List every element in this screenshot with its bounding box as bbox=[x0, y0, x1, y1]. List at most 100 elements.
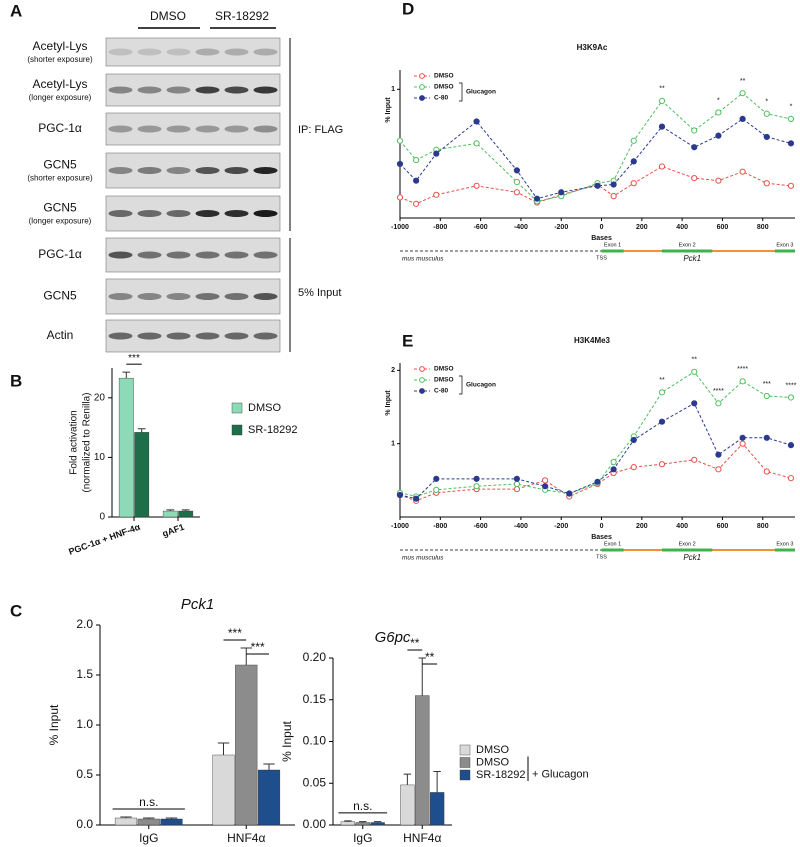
legend-bracket bbox=[459, 375, 463, 395]
band bbox=[224, 251, 249, 259]
band bbox=[166, 167, 191, 174]
bar bbox=[429, 792, 445, 826]
band bbox=[253, 48, 278, 56]
y-tick-label: 0.05 bbox=[303, 775, 327, 789]
x-tick-label: -1000 bbox=[391, 224, 409, 231]
data-point bbox=[473, 483, 480, 490]
x-tick-label: PGC-1α + HNF-4α bbox=[67, 522, 142, 557]
data-point bbox=[513, 167, 520, 174]
chart-title: G6pc bbox=[375, 629, 411, 646]
significance-label: *** bbox=[128, 353, 140, 364]
data-point bbox=[739, 440, 746, 447]
data-point bbox=[787, 115, 795, 123]
band bbox=[108, 210, 133, 217]
legend-label: DMSO bbox=[476, 744, 509, 756]
data-point bbox=[513, 189, 520, 196]
row-note: (shorter exposure) bbox=[27, 174, 93, 183]
panel-label: D bbox=[402, 0, 414, 18]
data-point bbox=[630, 180, 637, 187]
data-point bbox=[691, 400, 698, 407]
y-tick-label: 2 bbox=[391, 367, 395, 374]
error-bar bbox=[344, 820, 352, 822]
legend-label: DMSO bbox=[434, 366, 454, 373]
x-tick-label: 600 bbox=[717, 224, 729, 231]
x-tick-label: 800 bbox=[757, 523, 769, 530]
y-tick-label: 10 bbox=[94, 452, 106, 463]
x-tick-label: IgG bbox=[353, 831, 372, 845]
blot-panel bbox=[105, 195, 281, 232]
x-tick-label: -200 bbox=[554, 224, 568, 231]
exon-label: Exon 2 bbox=[679, 541, 696, 547]
y-tick-label: 1 bbox=[391, 441, 395, 448]
bracket-label: IP: FLAG bbox=[298, 124, 343, 136]
significance-label: *** bbox=[251, 640, 265, 654]
data-point bbox=[787, 442, 795, 449]
significance-label: ** bbox=[692, 357, 698, 364]
band bbox=[137, 210, 162, 217]
species-label: mus musculus bbox=[402, 256, 444, 263]
band bbox=[253, 251, 278, 259]
data-point bbox=[513, 480, 520, 488]
legend-bracket-label: Glucagon bbox=[466, 89, 496, 96]
band bbox=[137, 251, 162, 259]
data-point bbox=[691, 144, 698, 151]
legend-label: SR-18292 bbox=[248, 424, 298, 436]
x-tick-label: -1000 bbox=[391, 523, 409, 530]
y-tick-label: 0.15 bbox=[303, 692, 327, 706]
error-bar bbox=[263, 763, 275, 770]
legend-label: DMSO bbox=[434, 84, 454, 91]
bar bbox=[355, 822, 370, 826]
significance-label: * bbox=[717, 97, 720, 104]
track-label: Bases bbox=[591, 534, 612, 541]
data-point bbox=[513, 475, 520, 482]
x-tick-label: HNF4α bbox=[227, 831, 265, 845]
bar bbox=[178, 510, 194, 518]
bar bbox=[118, 377, 134, 518]
data-point bbox=[594, 478, 601, 485]
legend-swatch bbox=[459, 769, 471, 781]
error-bar bbox=[403, 773, 412, 785]
y-tick-label: 0.20 bbox=[303, 650, 327, 664]
band bbox=[224, 125, 249, 133]
data-point bbox=[715, 109, 722, 116]
band bbox=[195, 86, 220, 94]
bar bbox=[235, 664, 258, 826]
y-axis-label: (normalized to Renilla) bbox=[82, 392, 93, 492]
legend-swatch bbox=[459, 757, 471, 768]
legend-bracket-label: Glucagon bbox=[466, 382, 496, 389]
data-point bbox=[715, 466, 722, 473]
data-point bbox=[715, 132, 722, 139]
row-label: GCN5 bbox=[43, 201, 77, 215]
band bbox=[253, 167, 278, 174]
band bbox=[137, 293, 162, 300]
legend-label: C-80 bbox=[434, 95, 448, 102]
row-label: GCN5 bbox=[43, 289, 77, 303]
data-point bbox=[739, 90, 746, 97]
band bbox=[166, 251, 191, 259]
row-label: Acetyl-Lys bbox=[33, 39, 88, 53]
exon-label: Exon 1 bbox=[604, 541, 621, 547]
data-point bbox=[433, 150, 440, 157]
significance-label: n.s. bbox=[353, 799, 372, 813]
data-point bbox=[763, 110, 770, 117]
bar bbox=[415, 695, 430, 826]
bar bbox=[212, 754, 235, 826]
significance-label: **** bbox=[737, 366, 748, 373]
band bbox=[108, 293, 133, 300]
tss-label: TSS bbox=[596, 255, 607, 261]
y-axis-label: % Input bbox=[47, 704, 61, 745]
band bbox=[253, 293, 278, 300]
band bbox=[166, 125, 191, 133]
band bbox=[137, 86, 162, 94]
gene-label: Pck1 bbox=[683, 553, 701, 562]
data-point bbox=[513, 486, 520, 493]
bar bbox=[400, 784, 415, 826]
band bbox=[224, 167, 249, 174]
data-point bbox=[739, 115, 746, 123]
data-point bbox=[763, 392, 770, 400]
error-bar bbox=[137, 428, 146, 433]
data-point bbox=[658, 389, 666, 396]
series-line bbox=[399, 402, 792, 500]
y-tick-label: 1 bbox=[391, 86, 395, 93]
